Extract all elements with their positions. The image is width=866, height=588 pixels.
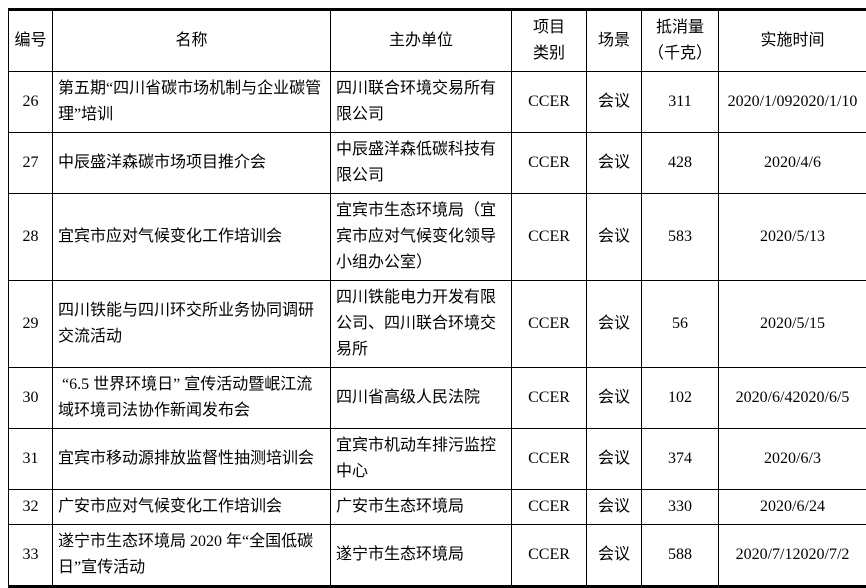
header-cell: 项目 类别	[512, 10, 587, 72]
table-cell: 会议	[587, 490, 642, 525]
table-cell: 第五期“四川省碳市场机制与企业碳管理”培训	[53, 72, 331, 133]
table-cell: 会议	[587, 429, 642, 490]
table-cell: 2020/5/13	[719, 194, 866, 281]
table-cell: 30	[9, 368, 53, 429]
table-cell: 会议	[587, 281, 642, 368]
table-cell: 遂宁市生态环境局	[331, 525, 512, 587]
table-cell: 中辰盛洋森碳市场项目推介会	[53, 133, 331, 194]
table-cell: 四川铁能电力开发有限公司、四川联合环境交易所	[331, 281, 512, 368]
header-cell: 实施时间	[719, 10, 866, 72]
table-cell: 374	[642, 429, 719, 490]
table-cell: 遂宁市生态环境局 2020 年“全国低碳日”宣传活动	[53, 525, 331, 587]
table-cell: 2020/1/092020/1/10	[719, 72, 866, 133]
table-cell: 宜宾市移动源排放监督性抽测培训会	[53, 429, 331, 490]
header-cell: 编号	[9, 10, 53, 72]
table-cell: 102	[642, 368, 719, 429]
table-cell: 广安市应对气候变化工作培训会	[53, 490, 331, 525]
table-cell: “6.5 世界环境日” 宣传活动暨岷江流域环境司法协作新闻发布会	[53, 368, 331, 429]
table-cell: 330	[642, 490, 719, 525]
table-cell: 会议	[587, 72, 642, 133]
table-cell: CCER	[512, 525, 587, 587]
table-cell: 588	[642, 525, 719, 587]
table-cell: 29	[9, 281, 53, 368]
table-cell: 26	[9, 72, 53, 133]
table-cell: 31	[9, 429, 53, 490]
table-cell: 2020/5/15	[719, 281, 866, 368]
header-row: 编号名称主办单位项目 类别场景抵消量 （千克）实施时间	[9, 10, 866, 72]
header-cell: 名称	[53, 10, 331, 72]
table-cell: CCER	[512, 429, 587, 490]
table-cell: 四川联合环境交易所有限公司	[331, 72, 512, 133]
table-cell: 四川铁能与四川环交所业务协同调研交流活动	[53, 281, 331, 368]
table-cell: CCER	[512, 133, 587, 194]
table-cell: 会议	[587, 194, 642, 281]
table-cell: 宜宾市应对气候变化工作培训会	[53, 194, 331, 281]
table-cell: 2020/4/6	[719, 133, 866, 194]
table-cell: 中辰盛洋森低碳科技有限公司	[331, 133, 512, 194]
table-cell: 428	[642, 133, 719, 194]
header-cell: 主办单位	[331, 10, 512, 72]
table-cell: 2020/6/42020/6/5	[719, 368, 866, 429]
table-cell: 宜宾市机动车排污监控中心	[331, 429, 512, 490]
table-cell: 会议	[587, 133, 642, 194]
table-cell: 2020/7/12020/7/2	[719, 525, 866, 587]
table-cell: 28	[9, 194, 53, 281]
table-cell: CCER	[512, 72, 587, 133]
table-cell: 会议	[587, 525, 642, 587]
table-cell: CCER	[512, 194, 587, 281]
table-cell: 宜宾市生态环境局（宜宾市应对气候变化领导小组办公室）	[331, 194, 512, 281]
table-cell: 四川省高级人民法院	[331, 368, 512, 429]
header-cell: 场景	[587, 10, 642, 72]
table-row: 30 “6.5 世界环境日” 宣传活动暨岷江流域环境司法协作新闻发布会四川省高级…	[9, 368, 866, 429]
header-cell: 抵消量 （千克）	[642, 10, 719, 72]
table-cell: CCER	[512, 281, 587, 368]
table-cell: 2020/6/24	[719, 490, 866, 525]
table-cell: 56	[642, 281, 719, 368]
table-cell: 32	[9, 490, 53, 525]
table-cell: CCER	[512, 368, 587, 429]
table-cell: 583	[642, 194, 719, 281]
table-cell: 广安市生态环境局	[331, 490, 512, 525]
table-cell: 311	[642, 72, 719, 133]
table-cell: 27	[9, 133, 53, 194]
table-cell: 33	[9, 525, 53, 587]
table-cell: CCER	[512, 490, 587, 525]
table-cell: 会议	[587, 368, 642, 429]
table-cell: 2020/6/3	[719, 429, 866, 490]
